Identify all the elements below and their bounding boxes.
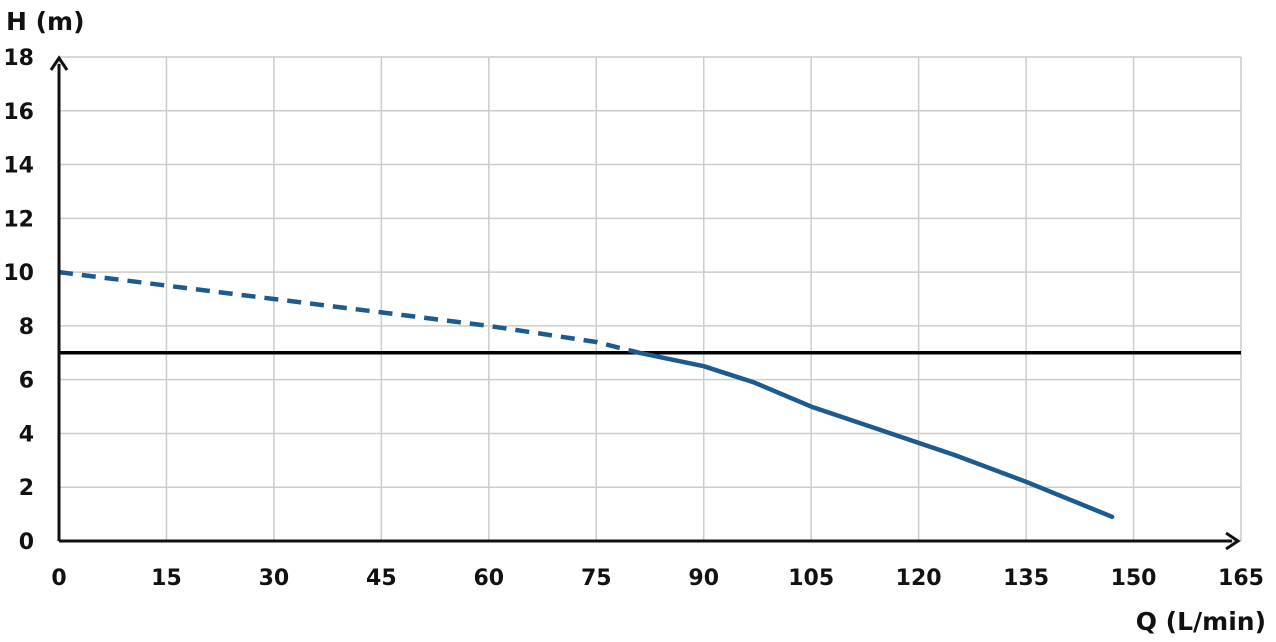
x-tick-label: 165	[1218, 566, 1264, 591]
y-tick-label: 4	[19, 422, 34, 447]
y-tick-label: 16	[3, 100, 34, 125]
y-tick-label: 2	[19, 476, 34, 501]
x-tick-label: 105	[788, 566, 834, 591]
x-tick-label: 150	[1111, 566, 1157, 591]
axes	[49, 55, 1241, 551]
x-axis-title: Q (L/min)	[1136, 607, 1266, 636]
y-tick-label: 6	[19, 369, 34, 394]
y-tick-label: 10	[3, 261, 34, 286]
x-tick-label: 30	[259, 566, 290, 591]
x-tick-label: 15	[151, 566, 182, 591]
series-line-solid	[637, 350, 1115, 520]
x-tick-label: 45	[366, 566, 397, 591]
x-tick-label: 135	[1003, 566, 1049, 591]
x-tick-label: 75	[581, 566, 612, 591]
x-tick-label: 90	[688, 566, 719, 591]
x-axis-arrow	[1225, 531, 1241, 551]
y-tick-label: 0	[19, 530, 34, 555]
y-tick-label: 8	[19, 315, 34, 340]
x-tick-label: 120	[896, 566, 942, 591]
x-tick-labels: 0 15 30 45 60 75 90 105 120 135 150 165	[51, 566, 1264, 591]
y-tick-labels: 0 2 4 6 8 10 12 14 16 18	[3, 46, 34, 555]
y-tick-label: 12	[3, 207, 34, 232]
y-axis-title: H (m)	[6, 7, 85, 36]
y-tick-label: 14	[3, 154, 34, 179]
x-tick-label: 60	[474, 566, 505, 591]
y-axis-arrow	[49, 55, 69, 71]
x-tick-label: 0	[51, 566, 66, 591]
y-tick-label: 18	[3, 46, 34, 71]
series-line-dashed	[58, 269, 640, 355]
grid	[58, 56, 1242, 542]
series-group	[58, 269, 1115, 520]
